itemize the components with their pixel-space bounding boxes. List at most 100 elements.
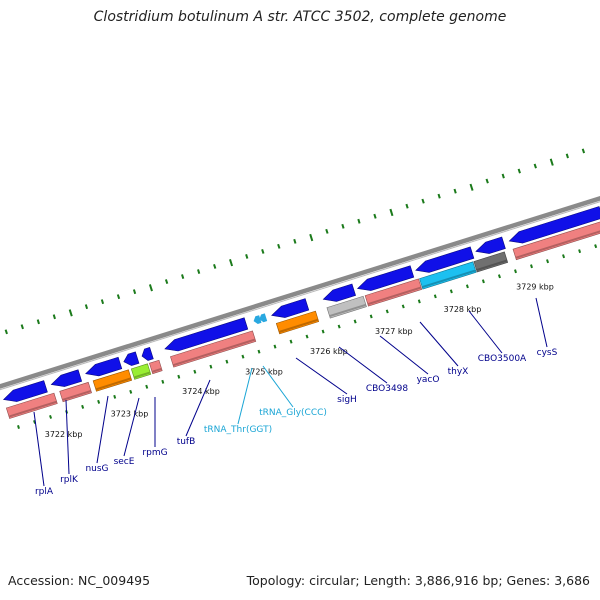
gene-label-rplk[interactable]: rplK [60, 475, 79, 485]
outer-tick-dot [453, 188, 457, 194]
feature-block [92, 369, 133, 392]
inner-tick-dot [497, 274, 501, 279]
inner-tick-dot [17, 425, 20, 429]
inner-tick-dot [353, 319, 357, 324]
inner-tick-dot [225, 359, 229, 364]
feature-tracks [2, 206, 600, 419]
outer-tick-dot [309, 233, 314, 242]
inner-tick-dot [433, 294, 437, 299]
cds-tufB [164, 317, 249, 352]
outer-tick-dot [469, 183, 474, 191]
outer-tick-dot [357, 218, 361, 224]
feature-shadow [515, 230, 600, 259]
outer-tick-dot [485, 178, 489, 184]
inner-tick-dot [113, 394, 117, 399]
outer-tick-dot [277, 243, 281, 249]
outer-tick-dot [405, 203, 409, 209]
inner-tick-dot [449, 289, 453, 294]
outer-tick-dot [373, 213, 377, 219]
inner-tick-dot [337, 324, 341, 329]
gene-label-rpla[interactable]: rplA [35, 487, 54, 497]
feature-shadow [421, 269, 476, 289]
inner-tick-dot [273, 344, 277, 349]
kbp-ticks: 3722 kbp 3723 kbp 3724 kbp 3725 kbp 3726 kbp… [45, 283, 554, 440]
outer-tick-dot [164, 279, 169, 285]
inner-tick-dot [578, 249, 582, 254]
kbp-tick-label: 3723 kbp [111, 410, 149, 419]
inner-tick-dot [145, 384, 149, 389]
genome-stats-text: Topology: circular; Length: 3,886,916 bp… [246, 573, 590, 588]
feature-block [59, 381, 92, 403]
gene-label-trna-gly-ccc-[interactable]: tRNA_Gly(CCC) [259, 408, 327, 418]
gene-label-nusg[interactable]: nusG [85, 464, 108, 474]
outer-tick-dot [197, 269, 201, 274]
inner-tick-dot [514, 269, 517, 274]
outer-tick-dot [325, 228, 329, 234]
inner-tick-dot [241, 354, 245, 359]
cds-nusG [85, 356, 123, 377]
cds-rplA [2, 380, 48, 402]
gene-label-yaco[interactable]: yacO [417, 375, 440, 385]
inner-tick-dot [530, 264, 533, 269]
inner-tick-dot [193, 369, 197, 374]
label-leader-line [379, 335, 429, 375]
gene-label-cyss[interactable]: cysS [537, 348, 558, 358]
outer-tick-dot [213, 263, 217, 269]
gene-label-cbo3500a[interactable]: CBO3500A [478, 354, 527, 364]
feature-block [326, 295, 367, 319]
label-leader-line [123, 397, 140, 457]
feature-shadow [329, 303, 367, 318]
label-leader-line [33, 411, 45, 487]
outer-tick-dot [52, 314, 56, 320]
outer-tick-dot [181, 274, 185, 279]
outer-tick-dot [517, 168, 521, 174]
gene-label-thyx[interactable]: thyX [448, 367, 469, 377]
outer-tick-dot [581, 148, 586, 154]
kbp-tick-label: 3724 kbp [182, 387, 220, 396]
label-leader-line [185, 379, 211, 437]
gene-label-rpmg[interactable]: rpmG [142, 448, 167, 458]
outer-tick-dot [116, 294, 121, 300]
gene-label-trna-thr-ggt-[interactable]: tRNA_Thr(GGT) [204, 425, 272, 435]
cds-rpmG [141, 347, 154, 361]
inner-tick-dot [562, 254, 566, 259]
trna-chevron [259, 313, 268, 323]
gene-label-sigh[interactable]: sigH [337, 395, 357, 405]
inner-tick-dot [401, 304, 405, 309]
gene-label-cbo3498[interactable]: CBO3498 [366, 384, 409, 394]
backbone-line [0, 196, 600, 389]
feature-shadow [367, 286, 422, 306]
outer-tick-dot [389, 208, 394, 217]
gene-label-tufb[interactable]: tufB [177, 437, 196, 447]
inner-tick-dot [177, 374, 181, 379]
feature-shadow [476, 259, 508, 272]
feature-block [473, 251, 509, 273]
cds-thyX [475, 236, 506, 254]
label-leader-line [535, 297, 548, 348]
inner-tick-dot [289, 339, 293, 344]
feature-shadow [133, 371, 151, 379]
inner-tick-dots [17, 244, 598, 429]
outer-tick-dot [84, 304, 89, 310]
label-leader-line [65, 399, 70, 475]
cds-CBO3500A [508, 206, 600, 244]
outer-tick-dot [100, 299, 105, 305]
accession-text: Accession: NC_009495 [8, 573, 151, 588]
feature-shadow [62, 389, 92, 401]
label-leader-line [237, 367, 253, 425]
outer-tick-dot [421, 198, 425, 204]
kbp-tick-label: 3729 kbp [516, 283, 554, 292]
feature-block [130, 363, 152, 380]
feature-block [364, 278, 423, 307]
map-title: Clostridium botulinum A str. ATCC 3502, … [93, 9, 507, 25]
cds-CBO3498a [322, 283, 356, 302]
feature-shadow [172, 338, 256, 367]
inner-tick-dot [129, 389, 133, 394]
outer-tick-dot [293, 238, 297, 244]
trna-chevron [253, 315, 262, 324]
outer-tick-dot [4, 329, 8, 335]
inner-tick-dot [209, 364, 213, 369]
gene-label-sece[interactable]: secE [114, 457, 135, 467]
outer-tick-dots [4, 148, 586, 335]
